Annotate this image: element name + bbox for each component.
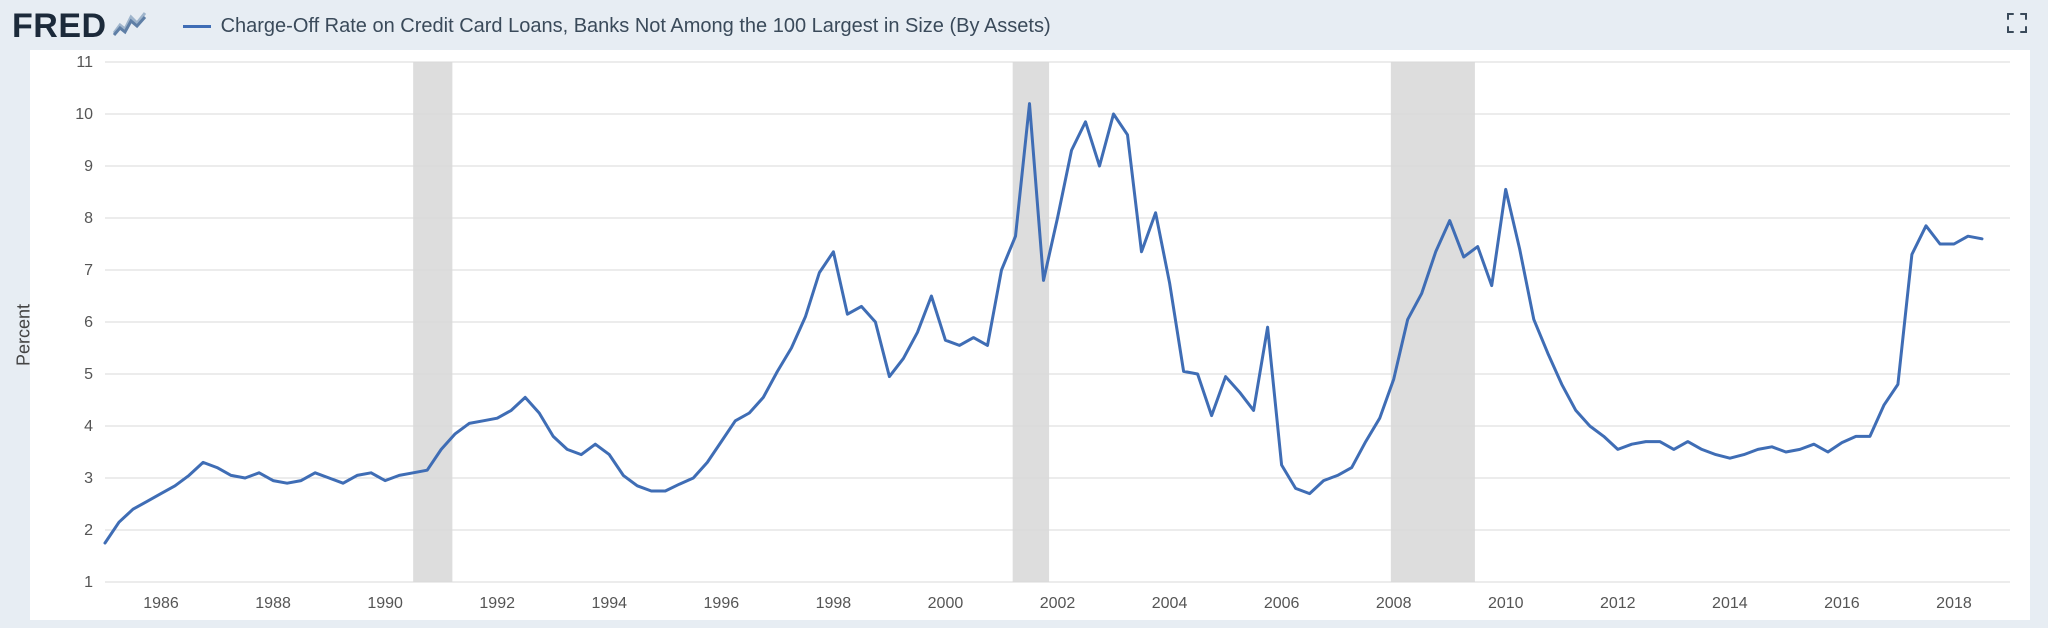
svg-text:4: 4 <box>84 418 93 435</box>
svg-text:2002: 2002 <box>1040 595 1076 612</box>
legend: Charge-Off Rate on Credit Card Loans, Ba… <box>183 15 1051 38</box>
fred-logo: FRED <box>12 7 147 46</box>
svg-text:2012: 2012 <box>1600 595 1636 612</box>
chart-header: FRED Charge-Off Rate on Credit Card Loan… <box>12 4 2036 48</box>
svg-text:2008: 2008 <box>1376 595 1412 612</box>
chart-area: Percent 12345678910111986198819901992199… <box>30 50 2030 620</box>
svg-text:2018: 2018 <box>1936 595 1972 612</box>
svg-text:1994: 1994 <box>591 595 627 612</box>
svg-text:1: 1 <box>84 574 93 591</box>
svg-text:3: 3 <box>84 470 93 487</box>
svg-text:2010: 2010 <box>1488 595 1524 612</box>
svg-text:1996: 1996 <box>704 595 740 612</box>
svg-text:2006: 2006 <box>1264 595 1300 612</box>
svg-text:1986: 1986 <box>143 595 179 612</box>
fullscreen-icon[interactable] <box>2006 12 2028 34</box>
svg-text:2: 2 <box>84 522 93 539</box>
svg-text:1990: 1990 <box>367 595 403 612</box>
svg-text:5: 5 <box>84 366 93 383</box>
svg-text:2000: 2000 <box>928 595 964 612</box>
svg-text:1992: 1992 <box>479 595 515 612</box>
svg-text:6: 6 <box>84 314 93 331</box>
svg-text:2014: 2014 <box>1712 595 1748 612</box>
legend-swatch <box>183 25 211 28</box>
svg-text:8: 8 <box>84 210 93 227</box>
svg-text:11: 11 <box>76 54 93 71</box>
legend-label: Charge-Off Rate on Credit Card Loans, Ba… <box>221 15 1051 38</box>
line-chart: 1 2 3 4 5 6 7 8 9 10 11 1986 1988 1990 1992 1994 1996 199… <box>30 50 2030 620</box>
logo-text: FRED <box>12 7 107 46</box>
svg-text:10: 10 <box>75 106 93 123</box>
svg-text:2016: 2016 <box>1824 595 1860 612</box>
svg-text:7: 7 <box>84 262 93 279</box>
svg-text:2004: 2004 <box>1152 595 1188 612</box>
svg-text:1988: 1988 <box>255 595 291 612</box>
logo-chart-icon <box>113 11 147 37</box>
svg-text:1998: 1998 <box>816 595 852 612</box>
svg-text:9: 9 <box>84 158 93 175</box>
